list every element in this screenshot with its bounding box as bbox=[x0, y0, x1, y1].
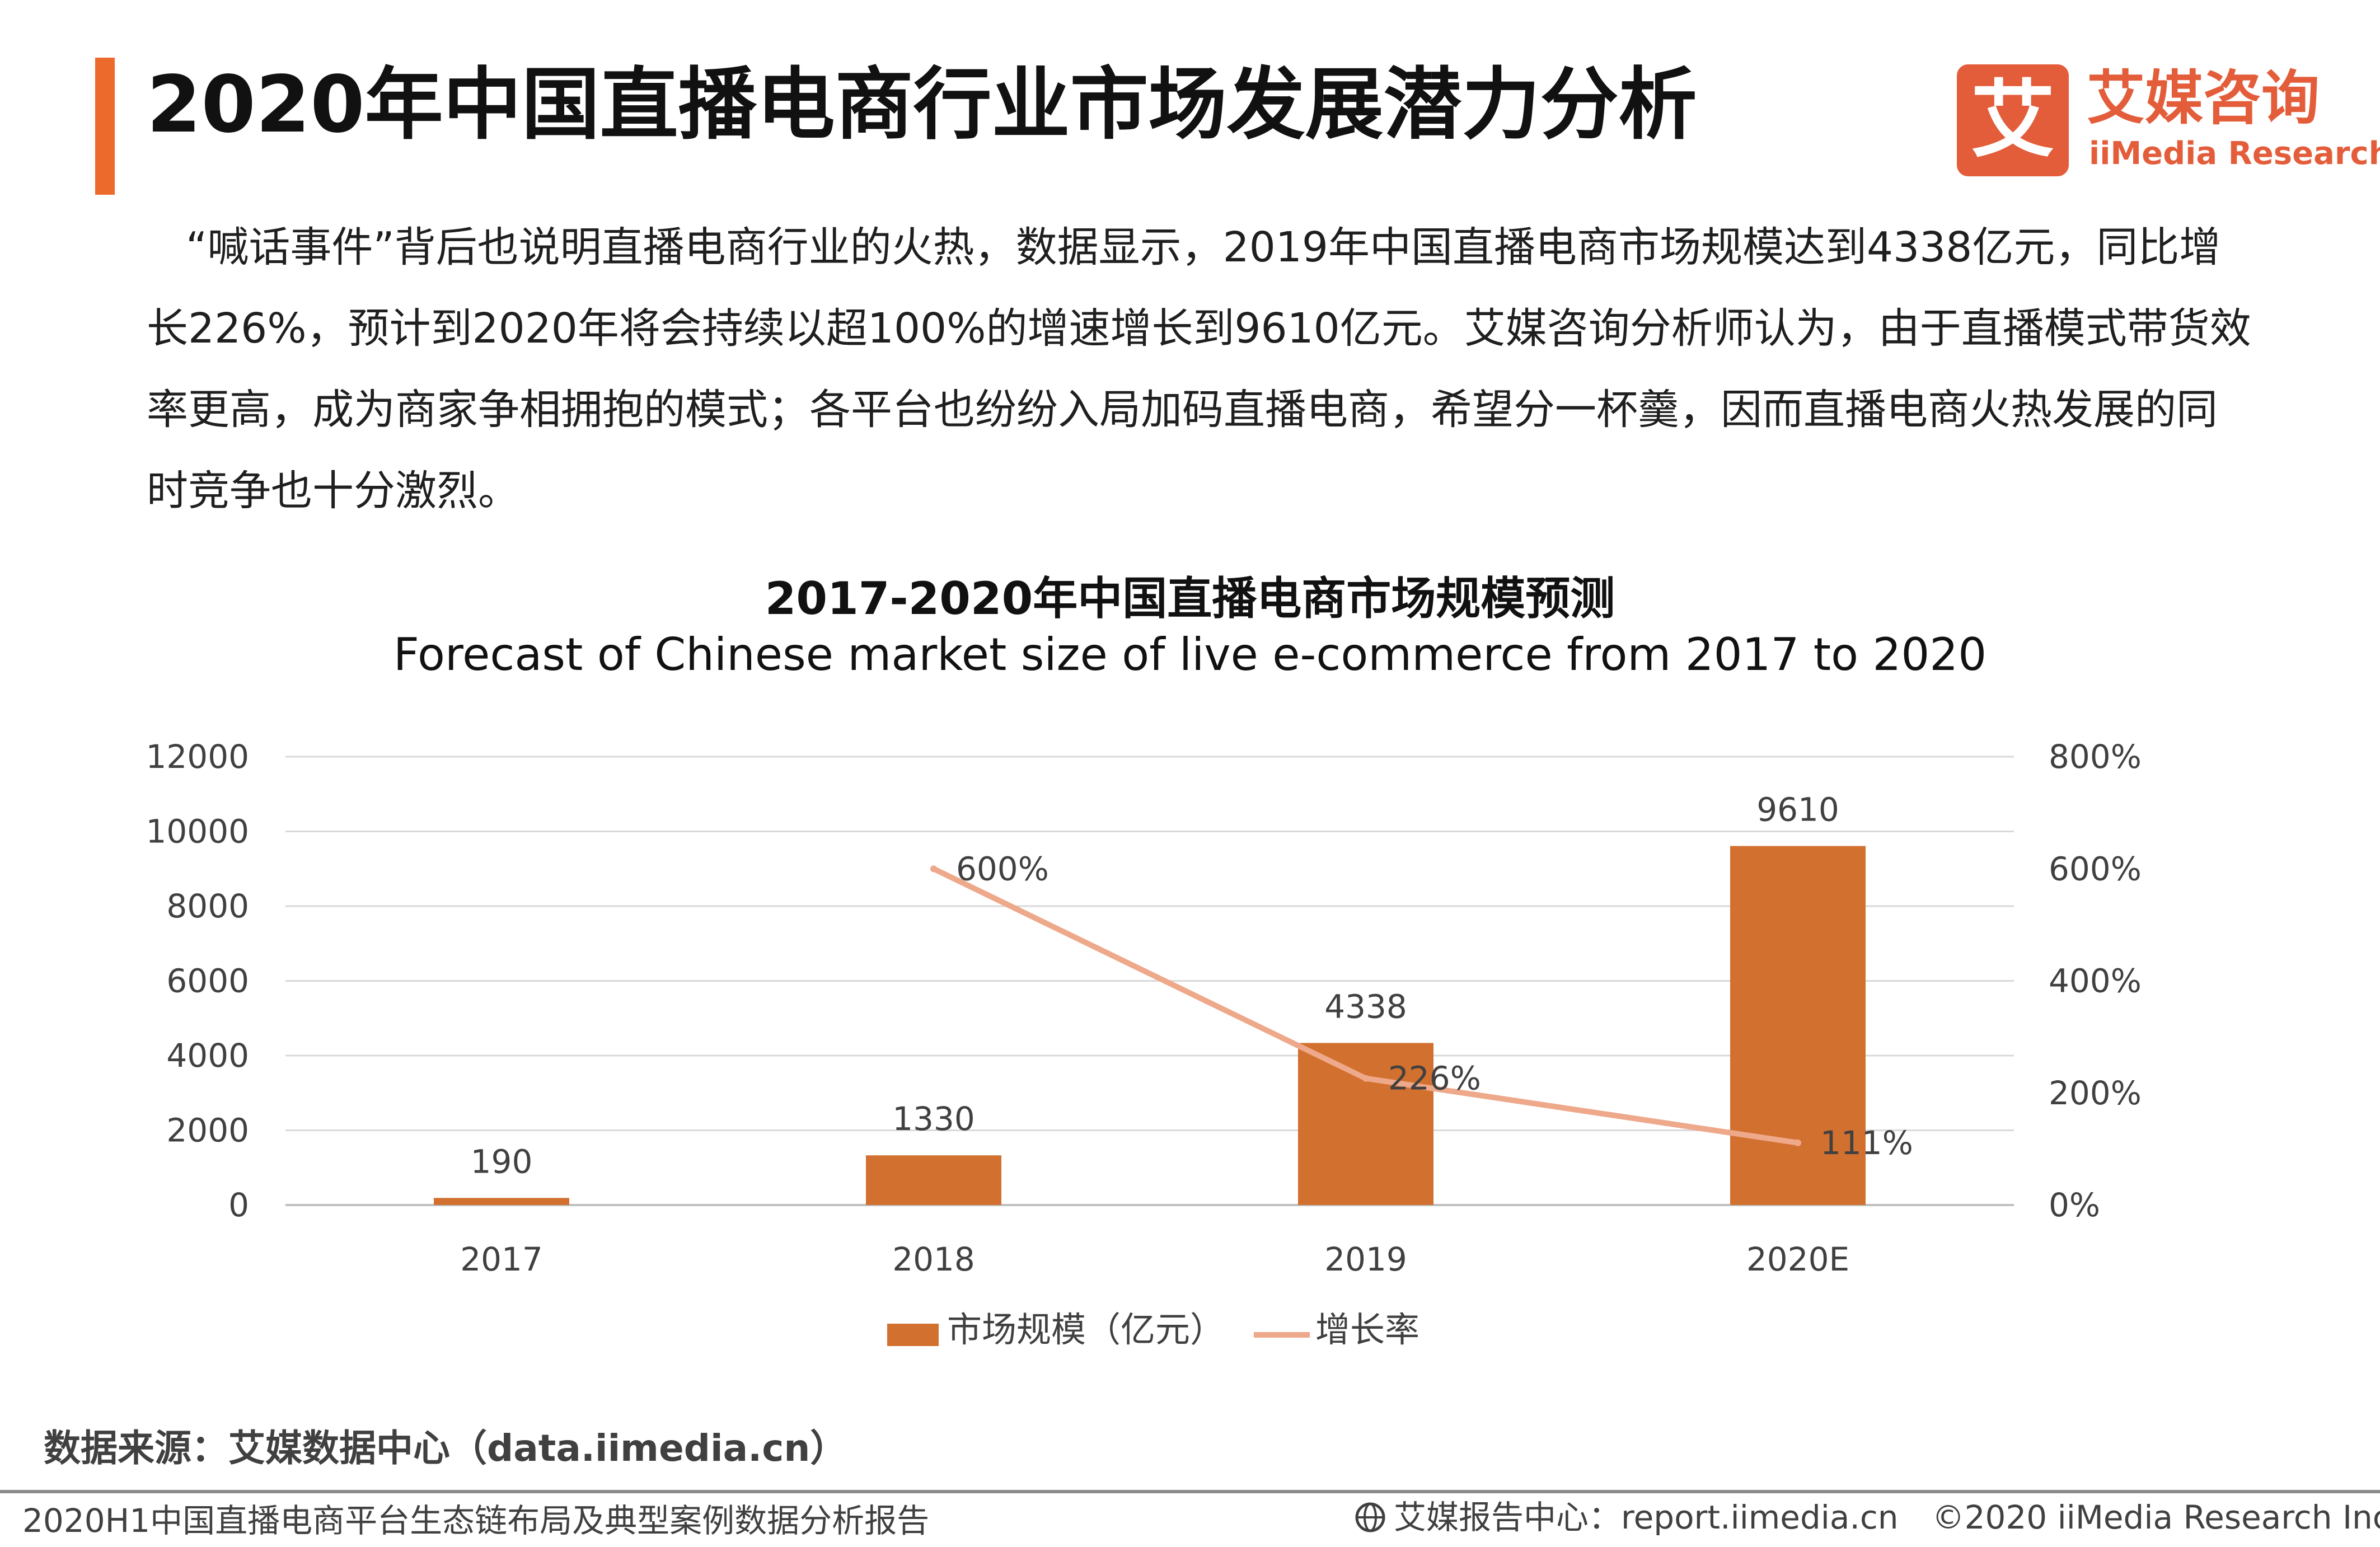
logo-english-name: iiMedia Research bbox=[2089, 135, 2380, 172]
growth-value-label: 600% bbox=[956, 850, 1049, 888]
logo-chinese-name: 艾媒咨询 bbox=[2087, 64, 2320, 132]
y-right-tick-label: 0% bbox=[2049, 1186, 2100, 1224]
market-size-chart: 0 2000 4000 6000 8000 10000 12000 0% 200% 400% 600… bbox=[146, 738, 2141, 1278]
footer-copyright: ©2020 iiMedia Research Inc bbox=[1932, 1498, 2380, 1536]
bar-value-label: 1330 bbox=[892, 1100, 975, 1138]
iimedia-logo: 艾 艾媒咨询 iiMedia Research bbox=[1957, 64, 2380, 176]
legend-bar-swatch bbox=[887, 1324, 939, 1346]
growth-value-label: 111% bbox=[1820, 1124, 1913, 1162]
chart-labels: 0 2000 4000 6000 8000 10000 12000 0% 200% 400% 600… bbox=[146, 738, 2141, 1278]
x-tick-label: 2017 bbox=[460, 1240, 543, 1278]
page-title: 2020年中国直播电商行业市场发展潜力分析 bbox=[147, 59, 1697, 151]
growth-point-2018 bbox=[930, 865, 937, 873]
bar-2018 bbox=[866, 1155, 1001, 1205]
bar-2019 bbox=[1298, 1043, 1433, 1205]
chart-title: 2017-2020年中国直播电商市场规模预测 bbox=[765, 573, 1615, 625]
x-tick-label: 2018 bbox=[892, 1240, 975, 1278]
y-left-tick-label: 2000 bbox=[166, 1112, 249, 1150]
legend-market-size: 市场规模（亿元） bbox=[947, 1309, 1225, 1350]
y-right-tick-label: 400% bbox=[2049, 962, 2142, 1000]
y-left-tick-label: 4000 bbox=[166, 1037, 249, 1075]
growth-point-2020E bbox=[1795, 1139, 1801, 1146]
footer-site: 艾媒报告中心：report.iimedia.cn bbox=[1394, 1498, 1899, 1536]
y-right-tick-label: 800% bbox=[2049, 738, 2142, 776]
legend-line-swatch bbox=[1254, 1332, 1310, 1338]
growth-value-label: 226% bbox=[1388, 1060, 1481, 1098]
intro-paragraph: “喊话事件”背后也说明直播电商行业的火热，数据显示，2019年中国直播电商市场规… bbox=[147, 223, 2251, 515]
data-source: 数据来源：艾媒数据中心（data.iimedia.cn） bbox=[44, 1427, 847, 1470]
logo-mark: 艾 bbox=[1957, 64, 2069, 176]
title-accent-bar bbox=[95, 58, 115, 195]
footer-divider bbox=[0, 1490, 2380, 1493]
y-left-tick-label: 8000 bbox=[166, 887, 249, 925]
footer-report-name: 2020H1中国直播电商平台生态链布局及典型案例数据分析报告 bbox=[22, 1502, 930, 1540]
x-tick-label: 2019 bbox=[1324, 1240, 1407, 1278]
bar-value-label: 4338 bbox=[1324, 987, 1407, 1025]
y-left-tick-label: 6000 bbox=[166, 962, 249, 1000]
growth-line bbox=[930, 865, 1801, 1146]
y-left-tick-label: 12000 bbox=[146, 738, 249, 776]
y-right-tick-label: 600% bbox=[2049, 850, 2142, 888]
chart-subtitle: Forecast of Chinese market size of live … bbox=[393, 629, 1987, 681]
y-left-tick-label: 0 bbox=[228, 1186, 249, 1224]
bar-2017 bbox=[434, 1198, 569, 1205]
footer-right: 艾媒报告中心：report.iimedia.cn ©2020 iiMedia Re… bbox=[1355, 1501, 2380, 1534]
bars bbox=[434, 846, 1866, 1205]
y-left-tick-label: 10000 bbox=[146, 813, 249, 851]
y-right-tick-label: 200% bbox=[2049, 1074, 2142, 1112]
bar-value-label: 9610 bbox=[1756, 791, 1839, 829]
legend-growth-rate: 增长率 bbox=[1315, 1309, 1420, 1350]
globe-icon bbox=[1355, 1502, 1385, 1532]
bar-value-label: 190 bbox=[471, 1142, 533, 1180]
grid-lines bbox=[285, 756, 2014, 1206]
growth-point-2019 bbox=[1362, 1075, 1369, 1082]
x-tick-label: 2020E bbox=[1746, 1240, 1849, 1278]
